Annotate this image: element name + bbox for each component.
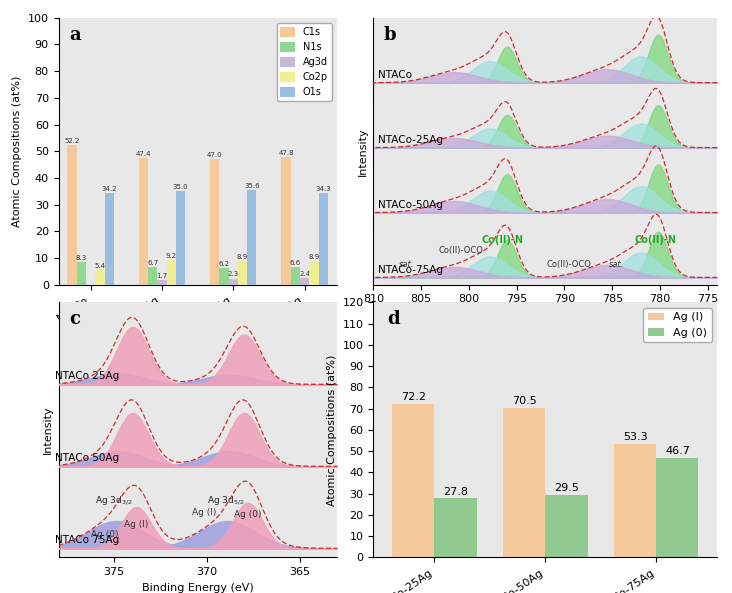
Bar — [434, 498, 477, 557]
Text: Ag (I): Ag (I) — [192, 508, 216, 517]
Bar — [392, 404, 434, 557]
Text: Ag (0): Ag (0) — [92, 530, 119, 540]
Text: 6.2: 6.2 — [218, 261, 230, 267]
Bar — [281, 157, 291, 285]
Text: 53.3: 53.3 — [623, 432, 648, 442]
X-axis label: Binding Energy (eV): Binding Energy (eV) — [142, 583, 253, 592]
Bar — [167, 260, 176, 285]
Legend: C1s, N1s, Ag3d, Co2p, O1s: C1s, N1s, Ag3d, Co2p, O1s — [277, 23, 332, 101]
Text: Ag (I): Ag (I) — [124, 520, 149, 529]
Bar — [77, 263, 86, 285]
Text: NTACo-25Ag: NTACo-25Ag — [378, 135, 443, 145]
Text: 52.2: 52.2 — [64, 138, 80, 144]
Text: c: c — [70, 310, 81, 328]
Text: NTACo 75Ag: NTACo 75Ag — [55, 535, 119, 544]
Text: Co(II)-N: Co(II)-N — [634, 235, 676, 245]
Text: 34.3: 34.3 — [315, 186, 331, 192]
Text: sat.: sat. — [399, 260, 414, 269]
Y-axis label: Atomic Compositions (at%): Atomic Compositions (at%) — [327, 354, 337, 506]
Text: NTACo-75Ag: NTACo-75Ag — [378, 264, 443, 275]
Text: 70.5: 70.5 — [512, 396, 537, 406]
Text: 29.5: 29.5 — [554, 483, 579, 493]
Text: Co(II)-OCO: Co(II)-OCO — [547, 260, 591, 269]
Text: 5.4: 5.4 — [94, 263, 105, 269]
X-axis label: Binding Energy (eV): Binding Energy (eV) — [490, 310, 601, 320]
Bar — [291, 267, 300, 285]
Text: Ag (0): Ag (0) — [234, 510, 261, 519]
Text: 47.0: 47.0 — [207, 152, 223, 158]
Text: 2.3: 2.3 — [228, 272, 239, 278]
Text: NTACo-50Ag: NTACo-50Ag — [378, 200, 443, 210]
Text: 47.4: 47.4 — [135, 151, 152, 157]
Bar — [67, 145, 77, 285]
Text: 47.8: 47.8 — [278, 150, 294, 156]
Text: sat.: sat. — [609, 260, 624, 269]
Text: 6.7: 6.7 — [147, 260, 158, 266]
Text: 8.9: 8.9 — [308, 254, 320, 260]
Bar — [503, 407, 545, 557]
Bar — [614, 444, 657, 557]
Text: 6.6: 6.6 — [290, 260, 301, 266]
Bar — [545, 495, 588, 557]
Text: 2.4: 2.4 — [299, 271, 310, 277]
Y-axis label: Intensity: Intensity — [358, 127, 367, 176]
Text: Co(II)-OCO: Co(II)-OCO — [438, 246, 484, 256]
Text: Ag 3d$_{3/2}$: Ag 3d$_{3/2}$ — [95, 494, 133, 507]
Bar — [139, 158, 148, 285]
Text: a: a — [70, 25, 81, 44]
Bar — [309, 261, 318, 285]
Text: 35.0: 35.0 — [173, 184, 188, 190]
Text: 46.7: 46.7 — [665, 447, 690, 457]
Bar — [657, 458, 698, 557]
Text: 34.2: 34.2 — [102, 186, 117, 192]
Y-axis label: Atomic Compositions (at%): Atomic Compositions (at%) — [12, 75, 22, 227]
Text: d: d — [387, 310, 400, 328]
Text: 8.9: 8.9 — [237, 254, 248, 260]
Bar — [238, 261, 247, 285]
Bar — [95, 270, 105, 285]
Bar — [220, 268, 228, 285]
Bar — [228, 279, 238, 285]
Bar — [318, 193, 328, 285]
Text: 72.2: 72.2 — [401, 393, 426, 402]
Bar — [247, 190, 256, 285]
Text: Ag 3d$_{5/2}$: Ag 3d$_{5/2}$ — [206, 494, 244, 507]
Text: 9.2: 9.2 — [165, 253, 177, 259]
Text: 1.7: 1.7 — [157, 273, 168, 279]
Bar — [105, 193, 114, 285]
Y-axis label: Intensity: Intensity — [43, 406, 53, 454]
Text: NTACo 25Ag: NTACo 25Ag — [55, 371, 119, 381]
Bar — [148, 267, 157, 285]
Bar — [157, 280, 167, 285]
Legend: Ag (I), Ag (0): Ag (I), Ag (0) — [643, 308, 712, 342]
Text: 8.3: 8.3 — [75, 256, 87, 262]
Bar — [176, 191, 185, 285]
Text: b: b — [384, 25, 396, 44]
Bar — [300, 278, 309, 285]
Text: Co(II)-N: Co(II)-N — [482, 235, 523, 245]
Text: NTACo 50Ag: NTACo 50Ag — [55, 452, 119, 463]
Text: NTACo: NTACo — [378, 70, 412, 80]
Text: 35.6: 35.6 — [244, 183, 260, 189]
Bar — [210, 159, 220, 285]
Text: 27.8: 27.8 — [443, 487, 468, 497]
